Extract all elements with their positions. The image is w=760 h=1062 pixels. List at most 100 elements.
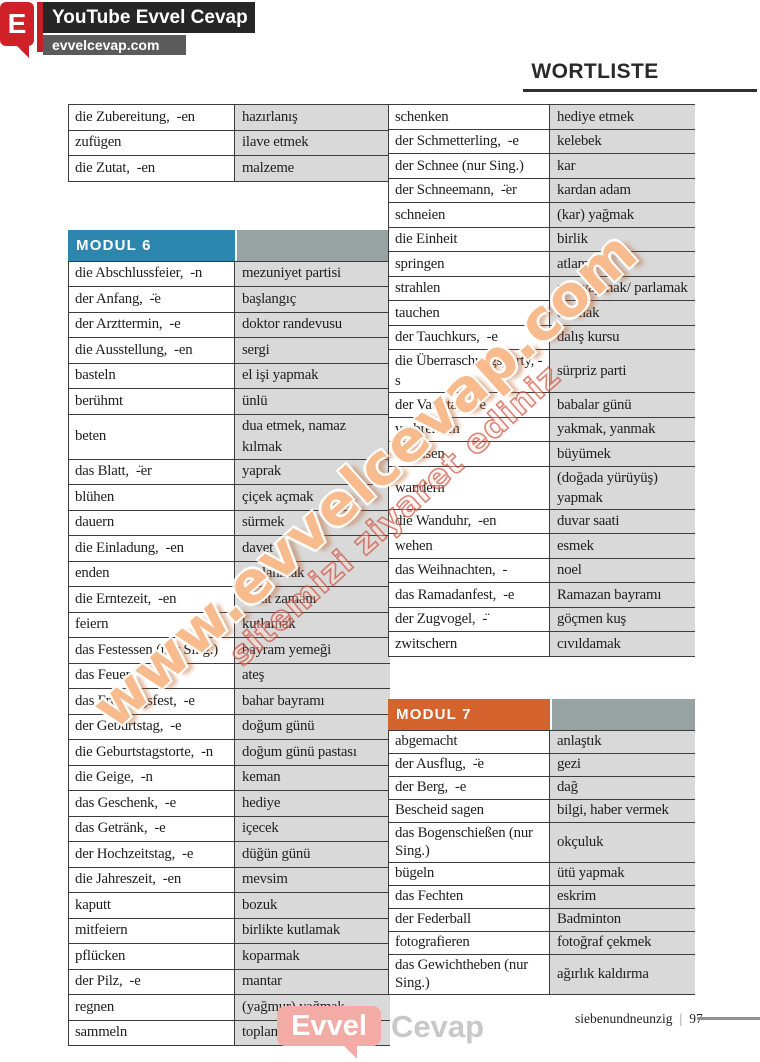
turkish-translation: gezi xyxy=(549,753,695,776)
turkish-translation: büyümek xyxy=(549,442,695,466)
footer-logo-speech-tail xyxy=(344,1046,357,1059)
german-term: abgemacht xyxy=(389,730,549,753)
german-term: kaputt xyxy=(69,893,234,918)
german-term: schneien xyxy=(389,203,549,227)
table-row: das Frühlingsfest, -e bahar bayramı xyxy=(68,688,390,714)
german-term: das Feuer, - xyxy=(69,663,234,688)
turkish-translation: dalmak xyxy=(549,301,695,325)
german-term: bügeln xyxy=(389,862,549,885)
german-term: Bescheid sagen xyxy=(389,799,549,822)
table-row: das Feuer, - ateş xyxy=(68,662,390,688)
german-term: das Geschenk, -e xyxy=(69,791,234,816)
turkish-translation: Ramazan bayramı xyxy=(549,583,695,607)
table-row: verbrennen yakmak, yanmak xyxy=(388,416,695,441)
table-row: die Wanduhr, -en duvar saati xyxy=(388,508,695,533)
table-row: der Hochzeitstag, -e düğün günü xyxy=(68,841,390,867)
turkish-translation: Badminton xyxy=(549,908,695,931)
evvelcevap-logo: E xyxy=(0,2,34,46)
german-term: das Gewichtheben (nur Sing.) xyxy=(389,954,549,994)
turkish-translation: hediye etmek xyxy=(549,105,695,129)
table-row: die Geige, -n keman xyxy=(68,764,390,790)
turkish-translation: duvar saati xyxy=(549,509,695,533)
german-term: blühen xyxy=(69,485,234,510)
turkish-translation: doktor randevusu xyxy=(234,312,390,337)
page-number-separator: | xyxy=(679,1011,683,1026)
table-row: der Pilz, -e mantar xyxy=(68,968,390,994)
german-term: strahlen xyxy=(389,276,549,300)
turkish-translation: eskrim xyxy=(549,885,695,908)
german-term: berühmt xyxy=(69,389,234,414)
german-term: mitfeiern xyxy=(69,918,234,943)
german-term: pflücken xyxy=(69,944,234,969)
german-term: das Ramadanfest, -e xyxy=(389,583,549,607)
table-row: die Einheit birlik xyxy=(388,226,695,251)
turkish-translation: ütü yapmak xyxy=(549,862,695,885)
turkish-translation: ışın yaymak/ parlamak xyxy=(549,276,695,300)
german-term: wachsen xyxy=(389,442,549,466)
turkish-translation: yaprak xyxy=(234,459,390,484)
german-term: fotografieren xyxy=(389,931,549,954)
table-row: der Anfang, -̈e başlangıç xyxy=(68,286,390,312)
german-term: der Pilz, -e xyxy=(69,969,234,994)
table-row: die Geburtstagstorte, -n doğum günü pasta… xyxy=(68,739,390,765)
table-row: zufügen ilave etmek xyxy=(68,129,390,155)
german-term: das Getränk, -e xyxy=(69,816,234,841)
german-term: die Geige, -n xyxy=(69,765,234,790)
turkish-translation: doğum günü xyxy=(234,714,390,739)
german-term: der Tauchkurs, -e xyxy=(389,325,549,349)
footer-logo-primary: Evvel xyxy=(291,1009,367,1042)
turkish-translation: babalar günü xyxy=(549,393,695,417)
table-row: Bescheid sagen bilgi, haber vermek xyxy=(388,798,695,822)
german-term: der Arzttermin, -e xyxy=(69,312,234,337)
german-term: sammeln xyxy=(69,1020,234,1045)
table-row: schenken hediye etmek xyxy=(388,104,695,129)
page-title-underline xyxy=(523,89,757,92)
turkish-translation: atlamak xyxy=(549,252,695,276)
table-row: das Bogenschießen (nur Sing.) okçuluk xyxy=(388,821,695,862)
turkish-translation: bahar bayramı xyxy=(234,689,390,714)
turkish-translation: mevsim xyxy=(234,867,390,892)
right-column: schenken hediye etmek der Schmetterling, -… xyxy=(388,104,695,995)
german-term: die Geburtstagstorte, -n xyxy=(69,740,234,765)
german-term: feiern xyxy=(69,612,234,637)
table-row: der Federball Badminton xyxy=(388,907,695,931)
table-row: die Zutat, -en malzeme xyxy=(68,155,390,181)
header-red-stripe xyxy=(37,2,43,52)
turkish-translation: ağırlık kaldırma xyxy=(549,954,695,994)
table-row: die Ausstellung, -en sergi xyxy=(68,337,390,363)
german-term: die Einladung, -en xyxy=(69,536,234,561)
table-row: die Einladung, -en davet xyxy=(68,535,390,561)
turkish-translation: kelebek xyxy=(549,129,695,153)
table-row: zwitschern cıvıldamak xyxy=(388,631,695,656)
turkish-translation: hediye xyxy=(234,791,390,816)
turkish-translation: kardan adam xyxy=(549,178,695,202)
table-row: der Schnee (nur Sing.) kar xyxy=(388,153,695,178)
table-row: der Vatertag, -e babalar günü xyxy=(388,392,695,417)
table-row: schneien (kar) yağmak xyxy=(388,202,695,227)
german-term: das Fechten xyxy=(389,885,549,908)
german-term: dauern xyxy=(69,510,234,535)
german-term: tauchen xyxy=(389,301,549,325)
turkish-translation: birlikte kutlamak xyxy=(234,918,390,943)
german-term: beten xyxy=(69,414,234,459)
turkish-translation: el işi yapmak xyxy=(234,363,390,388)
table-row: das Gewichtheben (nur Sing.) ağırlık kald… xyxy=(388,953,695,994)
turkish-translation: cıvıldamak xyxy=(549,632,695,656)
table-row: die Erntezeit, -en hasat zamanı xyxy=(68,586,390,612)
wordlist-table-top-right: schenken hediye etmek der Schmetterling, -… xyxy=(388,104,695,657)
table-row: der Tauchkurs, -e dalış kursu xyxy=(388,324,695,349)
table-row: kaputt bozuk xyxy=(68,892,390,918)
german-term: das Festessen (nur Sing.) xyxy=(69,638,234,663)
table-row: wachsen büyümek xyxy=(388,441,695,466)
table-row: wandern (doğada yürüyüş) yapmak xyxy=(388,465,695,509)
turkish-translation: sürmek xyxy=(234,510,390,535)
table-row: das Getränk, -e içecek xyxy=(68,815,390,841)
table-row: tauchen dalmak xyxy=(388,300,695,325)
turkish-translation: noel xyxy=(549,558,695,582)
german-term: der Schnee (nur Sing.) xyxy=(389,154,549,178)
german-term: springen xyxy=(389,252,549,276)
table-row: springen atlamak xyxy=(388,251,695,276)
german-term: der Schneemann, -̈er xyxy=(389,178,549,202)
turkish-translation: çiçek açmak xyxy=(234,485,390,510)
table-row: das Festessen (nur Sing.) bayram yemeği xyxy=(68,637,390,663)
